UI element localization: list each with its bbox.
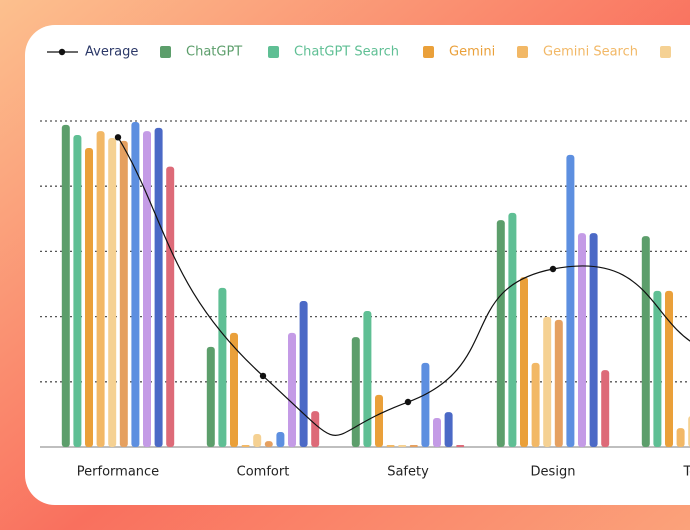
bar bbox=[653, 290, 662, 447]
bar bbox=[61, 124, 70, 448]
legend-label: Gemini Search bbox=[543, 45, 638, 60]
bar bbox=[108, 137, 117, 447]
average-point bbox=[549, 265, 557, 273]
bar bbox=[230, 332, 238, 447]
bar bbox=[311, 411, 320, 447]
bar bbox=[154, 127, 163, 447]
bar bbox=[433, 417, 441, 447]
bar bbox=[96, 131, 105, 447]
bar bbox=[131, 121, 140, 447]
legend-label: Average bbox=[85, 45, 138, 60]
bar bbox=[166, 166, 175, 447]
bar bbox=[578, 233, 586, 447]
bar bbox=[206, 346, 215, 447]
bar bbox=[241, 445, 250, 447]
bar bbox=[520, 277, 528, 447]
bar bbox=[456, 445, 465, 447]
legend-swatch bbox=[423, 46, 434, 58]
bar bbox=[253, 433, 262, 447]
bar bbox=[531, 362, 540, 447]
bar bbox=[85, 148, 93, 448]
bar bbox=[264, 441, 273, 447]
x-tick-label: Performance bbox=[77, 465, 159, 480]
x-tick-label: Tech bbox=[682, 465, 690, 480]
bar bbox=[589, 233, 598, 447]
plot: Performance Comfort Safety Design Tech Averag… bbox=[40, 45, 690, 480]
bar bbox=[73, 135, 82, 447]
bar bbox=[508, 212, 517, 447]
bar bbox=[641, 236, 650, 447]
bar bbox=[496, 220, 505, 447]
bar bbox=[444, 412, 453, 447]
bar bbox=[386, 445, 395, 447]
legend-swatch bbox=[517, 46, 528, 58]
bar bbox=[676, 428, 685, 447]
average-line bbox=[117, 136, 690, 437]
bar bbox=[421, 362, 430, 447]
bar bbox=[543, 316, 552, 447]
legend-swatch bbox=[58, 48, 66, 56]
bar bbox=[363, 311, 372, 447]
legend-label: ChatGPT Search bbox=[294, 45, 399, 60]
x-tick-label: Safety bbox=[387, 465, 429, 480]
legend-swatch bbox=[160, 46, 171, 58]
average-point bbox=[404, 398, 412, 406]
bar bbox=[276, 432, 285, 447]
legend-label: Gemini bbox=[449, 45, 495, 60]
bar bbox=[143, 131, 151, 447]
bar bbox=[375, 394, 383, 447]
bar bbox=[299, 300, 308, 447]
bar bbox=[119, 140, 128, 448]
legend-swatch bbox=[268, 46, 279, 58]
bar bbox=[554, 319, 563, 447]
x-tick-label: Comfort bbox=[237, 465, 290, 480]
bar bbox=[665, 290, 673, 447]
x-tick-label: Design bbox=[531, 465, 576, 480]
legend-label: ChatGPT bbox=[186, 45, 242, 60]
average-point bbox=[259, 372, 267, 380]
bar bbox=[218, 287, 227, 447]
bar bbox=[398, 445, 407, 447]
bar bbox=[601, 370, 610, 447]
bar bbox=[351, 337, 360, 447]
bar bbox=[409, 445, 418, 447]
bar bbox=[288, 332, 296, 447]
average-point bbox=[114, 134, 122, 141]
bar bbox=[566, 154, 575, 448]
legend-swatch bbox=[660, 46, 671, 58]
